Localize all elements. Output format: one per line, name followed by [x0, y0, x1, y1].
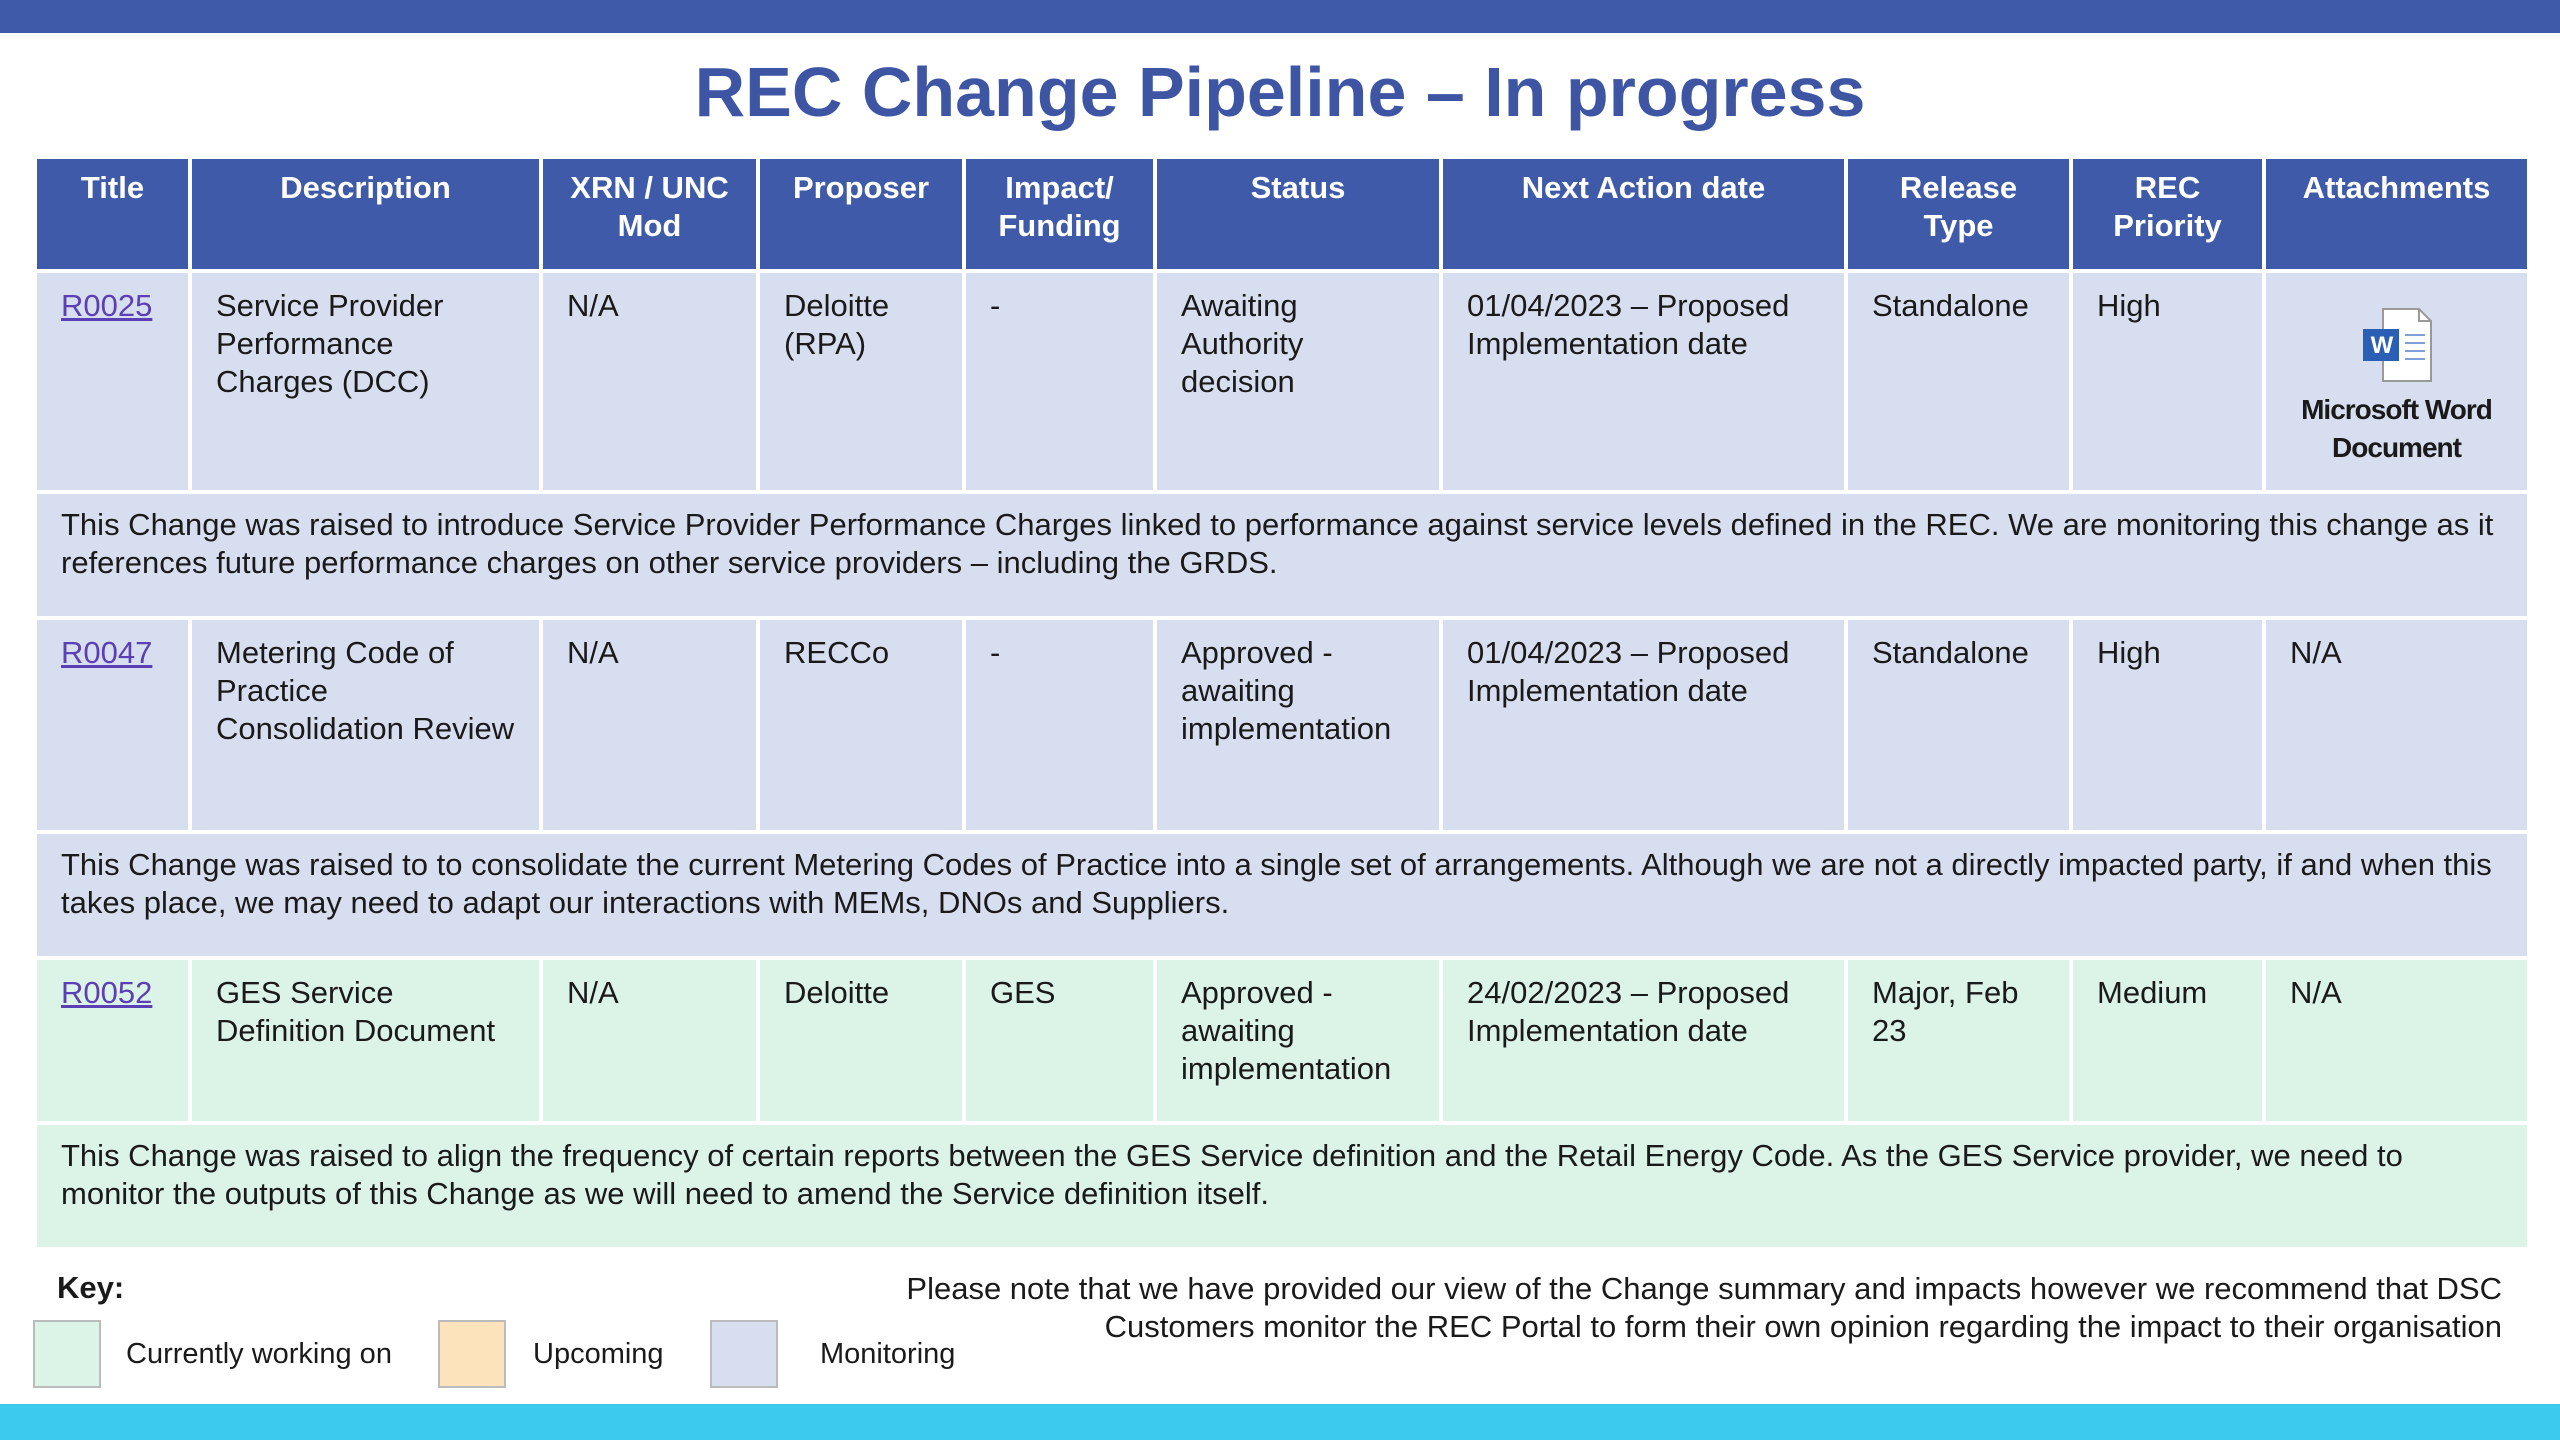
key-swatch [438, 1320, 506, 1388]
cell-text: Major, Feb 23 [1872, 975, 2019, 1048]
change-row: R0047 Metering Code of Practice Consolida… [33, 616, 2531, 834]
column-header: Status [1153, 155, 1443, 273]
page-title: REC Change Pipeline – In progress [694, 53, 1866, 131]
cell-text: Medium [2097, 975, 2208, 1010]
cell-text: N/A [567, 975, 619, 1010]
cell: N/A [2262, 616, 2531, 834]
pipeline-table: Title Description XRN / UNC Mod Proposer Imp… [33, 155, 2531, 1251]
summary-row: This Change was raised to introduce Serv… [33, 490, 2531, 620]
column-header: XRN / UNC Mod [539, 155, 760, 273]
key-swatch [710, 1320, 778, 1388]
column-header: Title [33, 155, 192, 273]
column-header: Impact/ Funding [962, 155, 1157, 273]
cell-text: Deloitte [784, 975, 890, 1010]
cell-text: Awaiting Authority decision [1181, 288, 1304, 399]
cell-text: N/A [567, 635, 619, 670]
cell-text: 01/04/2023 – Proposed Implementation dat… [1467, 288, 1790, 361]
cell-text: Standalone [1872, 288, 2029, 323]
column-header: Next Action date [1439, 155, 1848, 273]
cell: N/A [539, 956, 760, 1125]
cell: Approved - awaiting implementation [1153, 616, 1443, 834]
cell-text: N/A [2290, 635, 2342, 670]
cell: Deloitte [756, 956, 966, 1125]
cell: Standalone [1844, 616, 2073, 834]
cell: - [962, 616, 1157, 834]
summary: This Change was raised to introduce Serv… [33, 490, 2531, 620]
cell: Major, Feb 23 [1844, 956, 2073, 1125]
cell-text: Approved - awaiting implementation [1181, 635, 1392, 746]
summary-row: This Change was raised to to consolidate… [33, 830, 2531, 960]
cell-text: - [990, 288, 1001, 323]
cell-text: Approved - awaiting implementation [1181, 975, 1392, 1086]
key-label: Key: [57, 1270, 125, 1305]
cell: W Microsoft Word Document [2262, 269, 2531, 494]
cell-text: N/A [567, 288, 619, 323]
column-header: Attachments [2262, 155, 2531, 273]
cell-text: Deloitte (RPA) [784, 288, 890, 361]
change-row: R0025 Service Provider Performance Charge… [33, 269, 2531, 494]
summary: This Change was raised to to consolidate… [33, 830, 2531, 960]
cell: Metering Code of Practice Consolidation … [188, 616, 543, 834]
key-text: Currently working on [126, 1338, 392, 1370]
summary-row: This Change was raised to align the freq… [33, 1121, 2531, 1251]
table-body: R0025 Service Provider Performance Charge… [33, 269, 2531, 1251]
key-text: Monitoring [820, 1338, 956, 1370]
cell: Deloitte (RPA) [756, 269, 966, 494]
cell: Standalone [1844, 269, 2073, 494]
cell-text: Standalone [1872, 635, 2029, 670]
cell: High [2069, 616, 2266, 834]
cell: GES [962, 956, 1157, 1125]
cell-text: 24/02/2023 – Proposed Implementation dat… [1467, 975, 1790, 1048]
cell: N/A [539, 616, 760, 834]
column-header: Release Type [1844, 155, 2073, 273]
key-text: Upcoming [533, 1338, 664, 1370]
cell: 01/04/2023 – Proposed Implementation dat… [1439, 269, 1848, 494]
note: Please note that we have provided our vi… [906, 1271, 2502, 1344]
cell-text: RECCo [784, 635, 890, 670]
cell: 24/02/2023 – Proposed Implementation dat… [1439, 956, 1848, 1125]
column-header: Description [188, 155, 543, 273]
change-row: R0052 GES Service Definition Document N/A D… [33, 956, 2531, 1125]
change-link[interactable]: R0052 [61, 975, 153, 1010]
cell-text: GES Service Definition Document [216, 975, 496, 1048]
bottom-bar [0, 1404, 2560, 1440]
summary: This Change was raised to align the freq… [33, 1121, 2531, 1251]
cell: GES Service Definition Document [188, 956, 543, 1125]
cell: Awaiting Authority decision [1153, 269, 1443, 494]
cell-text: N/A [2290, 975, 2342, 1010]
cell: R0052 [33, 956, 192, 1125]
column-header: Proposer [756, 155, 966, 273]
cell: 01/04/2023 – Proposed Implementation dat… [1439, 616, 1848, 834]
cell: R0047 [33, 616, 192, 834]
cell: R0025 [33, 269, 192, 494]
cell: High [2069, 269, 2266, 494]
cell: Medium [2069, 956, 2266, 1125]
cell: RECCo [756, 616, 966, 834]
column-header: REC Priority [2069, 155, 2266, 273]
key-swatch [33, 1320, 101, 1388]
change-link[interactable]: R0047 [61, 635, 153, 670]
cell: - [962, 269, 1157, 494]
cell-text: GES [990, 975, 1056, 1010]
header-row: Title Description XRN / UNC Mod Proposer Imp… [33, 155, 2531, 273]
cell-text: - [990, 635, 1001, 670]
top-bar [0, 0, 2560, 33]
cell-text: High [2097, 288, 2161, 323]
cell-text: High [2097, 635, 2161, 670]
cell-text: 01/04/2023 – Proposed Implementation dat… [1467, 635, 1790, 708]
cell: N/A [539, 269, 760, 494]
word-icon[interactable]: W [2359, 305, 2435, 385]
cell: N/A [2262, 956, 2531, 1125]
attachment-name[interactable]: Microsoft Word Document [2301, 394, 2493, 463]
change-link[interactable]: R0025 [61, 288, 153, 323]
cell-text: Metering Code of Practice Consolidation … [216, 635, 515, 746]
cell: Approved - awaiting implementation [1153, 956, 1443, 1125]
cell: Service Provider Performance Charges (DC… [188, 269, 543, 494]
svg-text:W: W [2370, 332, 2393, 359]
cell-text: Service Provider Performance Charges (DC… [216, 288, 444, 399]
